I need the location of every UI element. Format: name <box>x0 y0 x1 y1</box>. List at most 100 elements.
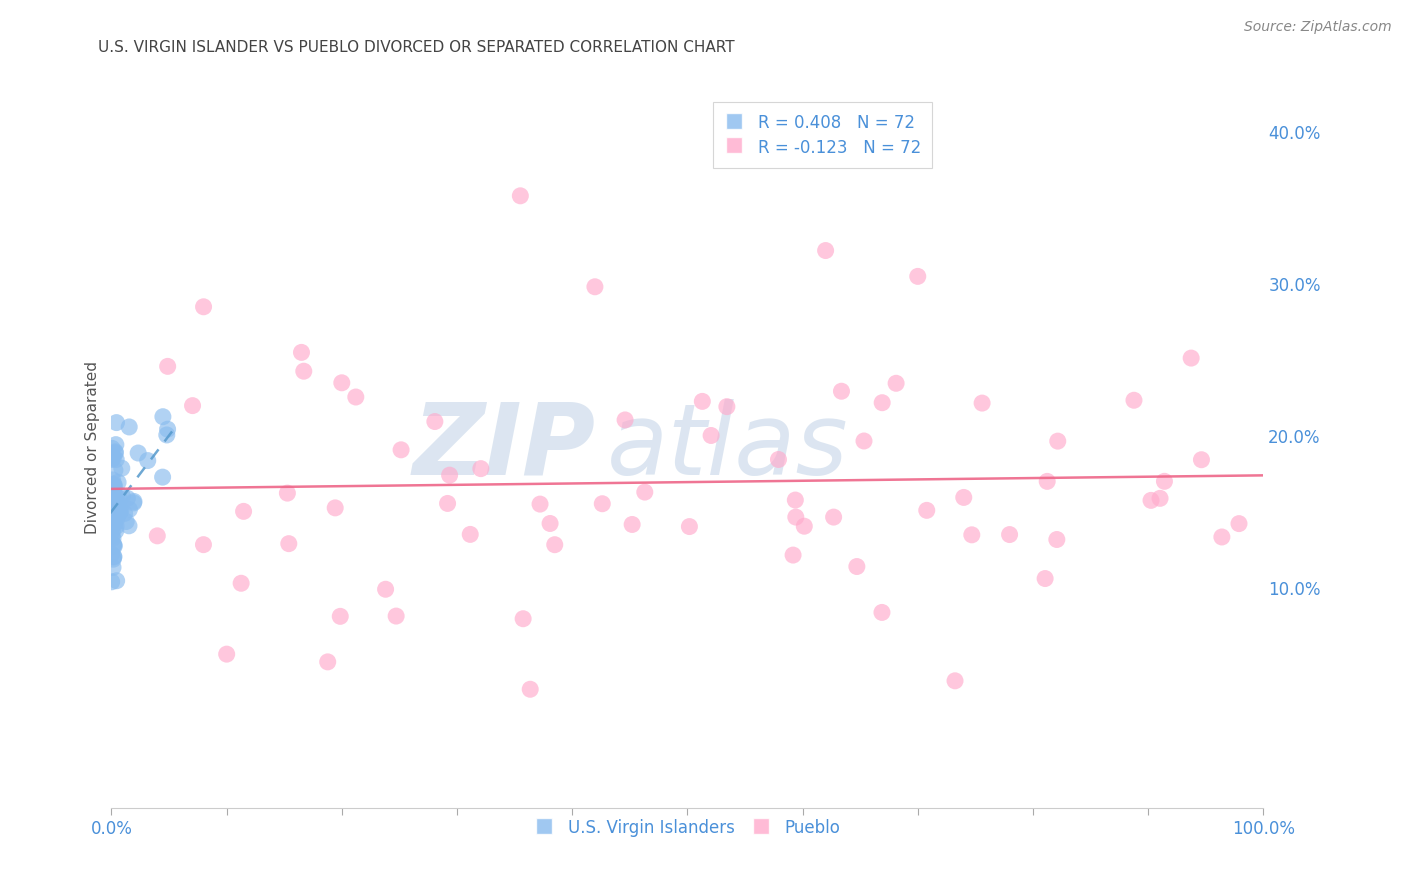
Point <box>853 434 876 448</box>
Point <box>374 582 396 597</box>
Point <box>998 527 1021 541</box>
Point <box>103 516 125 530</box>
Point <box>960 528 983 542</box>
Point <box>101 473 124 487</box>
Point <box>103 539 125 553</box>
Point <box>276 486 298 500</box>
Point <box>1153 475 1175 489</box>
Point <box>105 452 128 467</box>
Point <box>152 409 174 424</box>
Point <box>104 446 127 460</box>
Point <box>108 505 131 519</box>
Point <box>1180 351 1202 365</box>
Point <box>100 521 122 535</box>
Text: U.S. VIRGIN ISLANDER VS PUEBLO DIVORCED OR SEPARATED CORRELATION CHART: U.S. VIRGIN ISLANDER VS PUEBLO DIVORCED … <box>98 40 735 55</box>
Point <box>100 452 122 467</box>
Point <box>1149 491 1171 506</box>
Point <box>103 479 125 493</box>
Point <box>101 501 124 516</box>
Point <box>105 574 128 588</box>
Point <box>231 576 253 591</box>
Point <box>385 609 408 624</box>
Point <box>952 491 974 505</box>
Point <box>104 488 127 502</box>
Point <box>277 536 299 550</box>
Point <box>101 524 124 538</box>
Point <box>1227 516 1250 531</box>
Point <box>232 504 254 518</box>
Point <box>344 390 367 404</box>
Point <box>118 518 141 533</box>
Point <box>458 527 481 541</box>
Point <box>101 529 124 543</box>
Text: ZIP: ZIP <box>412 399 595 496</box>
Point <box>512 612 534 626</box>
Point <box>591 497 613 511</box>
Point <box>519 682 541 697</box>
Point <box>907 269 929 284</box>
Point <box>823 510 845 524</box>
Point <box>389 442 412 457</box>
Point <box>101 485 124 500</box>
Point <box>156 428 179 442</box>
Legend: U.S. Virgin Islanders, Pueblo: U.S. Virgin Islanders, Pueblo <box>527 812 846 844</box>
Point <box>870 606 893 620</box>
Point <box>115 515 138 529</box>
Point <box>700 428 723 442</box>
Text: atlas: atlas <box>607 399 848 496</box>
Point <box>814 244 837 258</box>
Point <box>156 359 179 374</box>
Point <box>436 496 458 510</box>
Point <box>127 446 149 460</box>
Point <box>329 609 352 624</box>
Point <box>103 477 125 491</box>
Point <box>103 508 125 523</box>
Point <box>943 673 966 688</box>
Point <box>1211 530 1233 544</box>
Point <box>621 517 644 532</box>
Point <box>785 493 807 508</box>
Point <box>316 655 339 669</box>
Point <box>117 491 139 506</box>
Point <box>101 491 124 505</box>
Point <box>1046 434 1069 449</box>
Point <box>108 506 131 520</box>
Point <box>538 516 561 531</box>
Point <box>100 547 122 561</box>
Point <box>101 494 124 508</box>
Point <box>118 420 141 434</box>
Point <box>870 395 893 409</box>
Point <box>439 468 461 483</box>
Point <box>101 442 124 456</box>
Point <box>290 345 312 359</box>
Point <box>103 552 125 566</box>
Point <box>1123 393 1146 408</box>
Point <box>1046 533 1069 547</box>
Point <box>103 493 125 508</box>
Point <box>104 445 127 459</box>
Point <box>100 574 122 589</box>
Point <box>101 491 124 506</box>
Point <box>423 415 446 429</box>
Point <box>215 647 238 661</box>
Point <box>678 519 700 533</box>
Point <box>193 538 215 552</box>
Point <box>103 508 125 522</box>
Point <box>614 413 637 427</box>
Point <box>830 384 852 399</box>
Point <box>785 510 807 524</box>
Point <box>107 475 129 490</box>
Point <box>101 531 124 545</box>
Point <box>122 494 145 508</box>
Point <box>884 376 907 391</box>
Point <box>104 524 127 538</box>
Point <box>330 376 353 390</box>
Point <box>1036 475 1059 489</box>
Y-axis label: Divorced or Separated: Divorced or Separated <box>86 361 100 534</box>
Point <box>323 500 346 515</box>
Point <box>544 538 567 552</box>
Point <box>583 280 606 294</box>
Point <box>1191 452 1213 467</box>
Point <box>103 549 125 564</box>
Point <box>103 479 125 493</box>
